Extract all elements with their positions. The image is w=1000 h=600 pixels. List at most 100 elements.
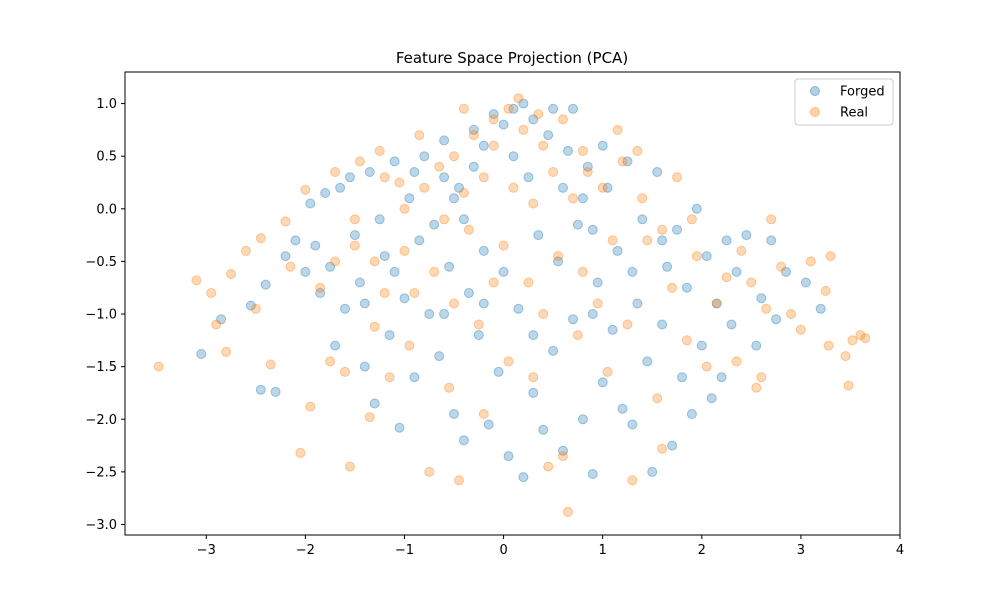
data-point: [305, 401, 316, 412]
data-point: [568, 193, 578, 204]
legend-label-forged: Forged: [840, 85, 885, 100]
data-point: [345, 461, 355, 472]
data-point: [736, 245, 747, 256]
data-point: [478, 172, 489, 183]
data-point: [751, 340, 762, 351]
data-point: [419, 182, 430, 193]
data-point: [563, 506, 573, 517]
data-point: [577, 266, 588, 277]
data-point: [488, 277, 499, 288]
data-point: [295, 447, 306, 458]
data-point: [270, 386, 281, 397]
data-point: [607, 235, 618, 246]
legend-box: [794, 78, 894, 126]
data-point: [315, 288, 326, 298]
data-point: [488, 140, 499, 151]
data-point: [449, 193, 459, 204]
data-point: [280, 251, 291, 262]
data-point: [592, 277, 603, 288]
data-point: [528, 372, 539, 383]
data-point: [528, 387, 539, 398]
data-point: [478, 140, 489, 151]
data-point: [667, 282, 678, 293]
data-point: [394, 177, 405, 188]
data-point: [632, 298, 643, 309]
data-point: [840, 351, 851, 362]
data-point: [404, 340, 415, 351]
data-point: [478, 298, 489, 309]
data-point: [721, 272, 732, 283]
data-point: [374, 145, 385, 156]
data-point: [558, 451, 568, 462]
data-point: [226, 269, 236, 279]
data-point: [642, 356, 653, 367]
data-point: [369, 321, 380, 332]
data-point: [786, 309, 796, 319]
data-point: [721, 235, 732, 246]
data-point: [498, 266, 509, 277]
data-point: [473, 330, 484, 341]
data-point: [419, 151, 430, 162]
data-point: [617, 156, 628, 167]
data-point: [577, 414, 588, 425]
data-point: [221, 346, 232, 357]
data-point: [439, 135, 450, 146]
data-point: [627, 266, 638, 277]
x-tick-label: 1: [599, 543, 607, 558]
data-point: [701, 361, 712, 372]
data-point: [369, 398, 380, 409]
data-point: [528, 330, 539, 341]
data-point: [731, 356, 742, 367]
x-tick-label: 3: [797, 543, 805, 558]
data-point: [300, 184, 311, 195]
data-point: [627, 419, 638, 430]
data-point: [255, 384, 266, 395]
data-point: [543, 130, 554, 141]
data-point: [429, 219, 440, 230]
data-point: [672, 172, 682, 183]
data-point: [823, 340, 834, 351]
data-point: [820, 285, 831, 296]
data-point: [191, 275, 202, 286]
data-point: [686, 409, 697, 419]
data-point: [657, 235, 668, 246]
data-point: [454, 475, 464, 486]
data-point: [568, 314, 578, 325]
x-tick-label: −3: [197, 543, 216, 558]
data-point: [582, 167, 593, 177]
data-point: [577, 145, 588, 156]
data-point: [399, 203, 410, 214]
data-point: [691, 203, 702, 214]
data-point: [399, 245, 410, 256]
data-point: [153, 361, 164, 372]
data-point: [597, 377, 608, 388]
data-point: [726, 319, 737, 330]
data-point: [325, 261, 336, 272]
data-point: [439, 172, 450, 183]
data-point: [706, 393, 717, 404]
data-point: [260, 279, 271, 290]
data-point: [458, 214, 469, 225]
data-point: [518, 124, 529, 135]
points-layer: [153, 93, 871, 517]
data-point: [528, 198, 539, 209]
legend: Forged Real: [794, 78, 894, 126]
data-point: [434, 351, 445, 362]
data-point: [800, 277, 811, 288]
data-point: [825, 251, 836, 262]
data-point: [587, 224, 598, 235]
data-point: [498, 240, 509, 251]
data-point: [543, 461, 554, 472]
data-point: [681, 335, 692, 346]
data-point: [473, 319, 484, 330]
data-point: [597, 140, 608, 151]
data-point: [285, 261, 296, 272]
data-point: [528, 114, 539, 125]
data-point: [558, 182, 568, 193]
data-point: [379, 172, 390, 183]
data-point: [369, 256, 380, 267]
data-point: [805, 256, 816, 267]
data-point: [310, 240, 321, 251]
data-point: [354, 156, 365, 167]
data-point: [359, 361, 370, 372]
